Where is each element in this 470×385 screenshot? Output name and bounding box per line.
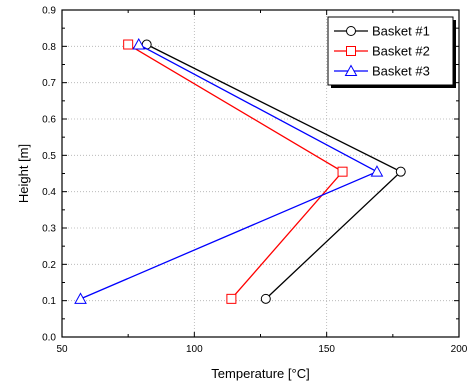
x-tick-label: 200: [451, 344, 468, 355]
y-axis-title: Height [m]: [16, 144, 31, 203]
series-3: [74, 37, 384, 304]
y-tick-label: 0.6: [42, 115, 56, 126]
y-tick-label: 0.0: [42, 333, 56, 344]
x-tick-label: 150: [318, 344, 335, 355]
data-point: [395, 166, 406, 177]
data-point: [260, 293, 271, 304]
legend-marker: [344, 64, 358, 76]
legend-label: Basket #1: [372, 24, 430, 39]
y-tick-label: 0.1: [42, 296, 56, 307]
data-point: [74, 292, 87, 304]
tick-labels: 0.0 0.1 0.2 0.3 0.4 0.5 0.6 0.7 0.8 0.9 50 100 150 20…: [42, 6, 468, 356]
data-point: [370, 165, 384, 177]
y-tick-label: 0.3: [42, 224, 56, 235]
data-point: [132, 37, 146, 50]
data-point: [337, 166, 348, 177]
legend-item: Basket #2: [334, 44, 430, 59]
data-point: [123, 39, 134, 50]
legend: Basket #1 Basket #2 Basket #3: [327, 16, 456, 88]
series-2: [123, 39, 348, 304]
grid-lines: [62, 10, 459, 337]
legend-item: Basket #1: [334, 24, 430, 39]
legend-label: Basket #2: [372, 44, 430, 59]
plot-frame: [61, 9, 460, 338]
y-tick-label: 0.9: [42, 6, 56, 17]
data-point: [226, 293, 237, 304]
series-line: [127, 43, 344, 300]
legend-marker: [346, 26, 356, 36]
series-1: [141, 39, 406, 304]
legend-item: Basket #3: [334, 64, 430, 79]
series-layer: [74, 37, 406, 304]
y-tick-label: 0.2: [42, 260, 56, 271]
x-tick-label: 100: [186, 344, 203, 355]
legend-label: Basket #3: [372, 64, 430, 79]
x-axis-title: Temperature [°C]: [211, 366, 309, 381]
legend-marker: [346, 46, 356, 56]
y-tick-label: 0.8: [42, 42, 56, 53]
y-tick-label: 0.4: [42, 187, 56, 198]
y-tick-label: 0.7: [42, 78, 56, 89]
y-tick-label: 0.5: [42, 151, 56, 162]
x-tick-label: 50: [56, 344, 68, 355]
